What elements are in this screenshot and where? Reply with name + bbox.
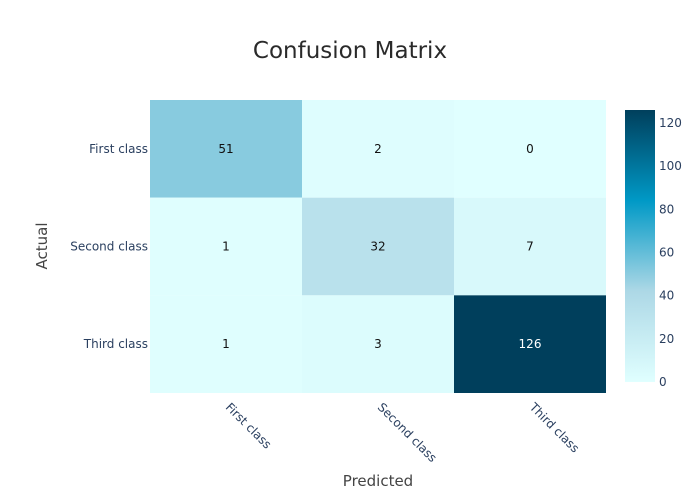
heatmap-cell [454,295,606,393]
colorbar-tick-label: 120 [659,116,682,130]
heatmap-cell [454,100,606,198]
y-tick-label: First class [89,142,148,156]
colorbar-tick-label: 80 [659,202,674,216]
y-tick-label: Third class [83,337,148,351]
colorbar-ticks: 0 20 40 60 80 100 120 [659,116,682,389]
y-tick-label: Second class [70,240,148,254]
heatmap-cell [302,197,454,296]
heatmap-cells: 51 2 0 1 32 7 1 3 126 [150,100,606,393]
cell-value-label: 7 [526,240,534,254]
cell-value-label: 32 [370,240,385,254]
colorbar-tick-label: 60 [659,245,674,259]
cell-value-label: 51 [218,142,233,156]
x-axis-ticks: First class Second class Third class [223,399,582,465]
heatmap-cell [302,295,454,393]
colorbar-tick-label: 100 [659,159,682,173]
colorbar-tick-label: 40 [659,289,674,303]
chart-title: Confusion Matrix [253,38,447,64]
x-tick-label: Third class [526,399,582,455]
heatmap-cell [150,197,302,296]
heatmap-cell [302,100,454,198]
cell-value-label: 1 [222,240,230,254]
y-axis-title: Actual [33,223,51,270]
heatmap-cell [150,100,302,198]
cell-value-label: 0 [526,142,534,156]
heatmap-cell [150,295,302,393]
heatmap-cell [454,197,606,296]
y-axis-ticks: First class Second class Third class [70,142,148,351]
x-axis-title: Predicted [343,472,413,490]
cell-value-label: 126 [519,337,542,351]
colorbar [625,110,655,382]
colorbar-tick-label: 0 [659,375,667,389]
cell-value-label: 1 [222,337,230,351]
x-tick-label: Second class [375,400,440,465]
x-tick-label: First class [223,400,275,452]
cell-value-label: 2 [374,142,382,156]
colorbar-tick-label: 20 [659,332,674,346]
cell-value-label: 3 [374,337,382,351]
